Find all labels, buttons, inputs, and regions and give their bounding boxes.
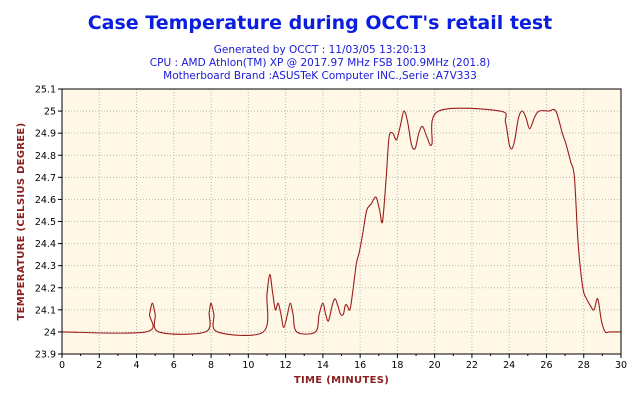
chart-title: Case Temperature during OCCT's retail te… (87, 12, 553, 34)
x-tick-label: 28 (578, 360, 590, 371)
x-tick-label: 12 (280, 360, 292, 371)
x-tick-label: 24 (503, 360, 515, 371)
grid-lines (62, 89, 621, 354)
y-tick-label: 24.3 (35, 261, 56, 272)
y-tick-label: 24.2 (35, 283, 56, 294)
y-axis-title: TEMPERATURE (CELSIUS DEGREE) (16, 123, 27, 321)
y-tick-label: 24.5 (35, 217, 56, 228)
x-tick-label: 16 (354, 360, 366, 371)
temperature-series-line (61, 107, 621, 336)
x-tick-label: 2 (96, 360, 102, 371)
x-tick-label: 22 (466, 360, 478, 371)
subtitle-motherboard: Motherboard Brand :ASUSTeK Computer INC.… (163, 70, 477, 82)
x-tick-label: 20 (429, 360, 441, 371)
axis-ticks: 0 2 4 6 8 10 12 14 16 18 20 22 24 26 28 3023.92424.124.… (35, 85, 627, 372)
x-axis-title: TIME (MINUTES) (294, 375, 389, 386)
x-tick-label: 6 (171, 360, 177, 371)
y-tick-label: 24.6 (35, 195, 56, 206)
y-tick-label: 24 (44, 327, 56, 338)
y-tick-label: 25 (44, 107, 56, 118)
x-tick-label: 0 (59, 360, 65, 371)
x-tick-label: 18 (391, 360, 403, 371)
x-tick-label: 26 (540, 360, 552, 371)
x-tick-label: 30 (615, 360, 627, 371)
y-tick-label: 24.4 (35, 239, 56, 250)
x-tick-label: 4 (134, 360, 140, 371)
x-tick-label: 10 (242, 360, 254, 371)
x-tick-label: 8 (208, 360, 214, 371)
y-tick-label: 24.7 (35, 173, 56, 184)
y-tick-label: 23.9 (35, 350, 56, 361)
subtitle-cpu: CPU : AMD Athlon(TM) XP @ 2017.97 MHz FS… (149, 57, 491, 69)
y-tick-label: 25.1 (35, 85, 56, 96)
y-tick-label: 24.9 (35, 129, 56, 140)
x-tick-label: 14 (317, 360, 329, 371)
subtitle-generated: Generated by OCCT : 11/03/05 13:20:13 (213, 44, 427, 56)
series-layer (61, 107, 621, 336)
y-tick-label: 24.8 (35, 151, 56, 162)
y-tick-label: 24.1 (35, 305, 56, 316)
